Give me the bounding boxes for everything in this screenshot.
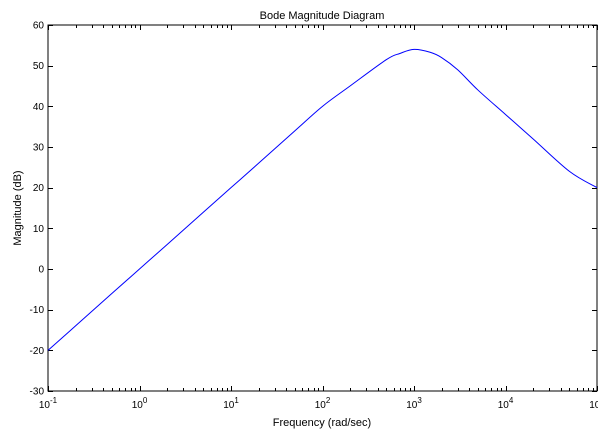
x-tick-label: 102 (315, 396, 331, 411)
magnitude-line (47, 48, 598, 351)
y-tick-label: -10 (30, 305, 45, 316)
x-tick-label: 10-1 (39, 396, 58, 411)
chart-title: Bode Magnitude Diagram (260, 10, 385, 22)
y-tick-label: 50 (33, 61, 45, 72)
y-tick-label: 20 (33, 183, 45, 194)
x-tick-label-base: 10 (498, 400, 510, 411)
x-tick-label: 105 (589, 396, 598, 411)
y-tick-label: -30 (30, 387, 45, 398)
x-tick-label-base: 10 (132, 400, 144, 411)
x-tick-label-base: 10 (406, 400, 418, 411)
x-tick-label-exponent: 1 (234, 396, 239, 405)
x-tick-label-base: 10 (315, 400, 327, 411)
plot-area: 10-1100101102103104105-30-20-10010203040… (30, 21, 598, 411)
y-tick-label: 40 (33, 102, 45, 113)
x-axis-label: Frequency (rad/sec) (273, 417, 371, 429)
x-tick-label-base: 10 (589, 400, 598, 411)
x-tick-label: 101 (223, 396, 239, 411)
y-tick-label: 0 (38, 265, 44, 276)
y-tick-label: -20 (30, 346, 45, 357)
y-tick-label: 60 (33, 21, 45, 32)
x-tick-label-exponent: 3 (417, 396, 422, 405)
x-tick-label-base: 10 (223, 400, 235, 411)
x-tick-label-exponent: -1 (50, 396, 58, 405)
x-tick-label-exponent: 0 (143, 396, 148, 405)
x-tick-label-exponent: 4 (509, 396, 514, 405)
axes-box (47, 24, 598, 392)
y-tick-label: 30 (33, 143, 45, 154)
x-tick-label: 103 (406, 396, 422, 411)
x-tick-label-base: 10 (39, 400, 51, 411)
y-tick-label: 10 (33, 224, 45, 235)
y-axis-label: Magnitude (dB) (12, 170, 24, 245)
x-tick-label: 100 (132, 396, 148, 411)
x-tick-label-exponent: 2 (326, 396, 331, 405)
x-tick-label: 104 (498, 396, 514, 411)
